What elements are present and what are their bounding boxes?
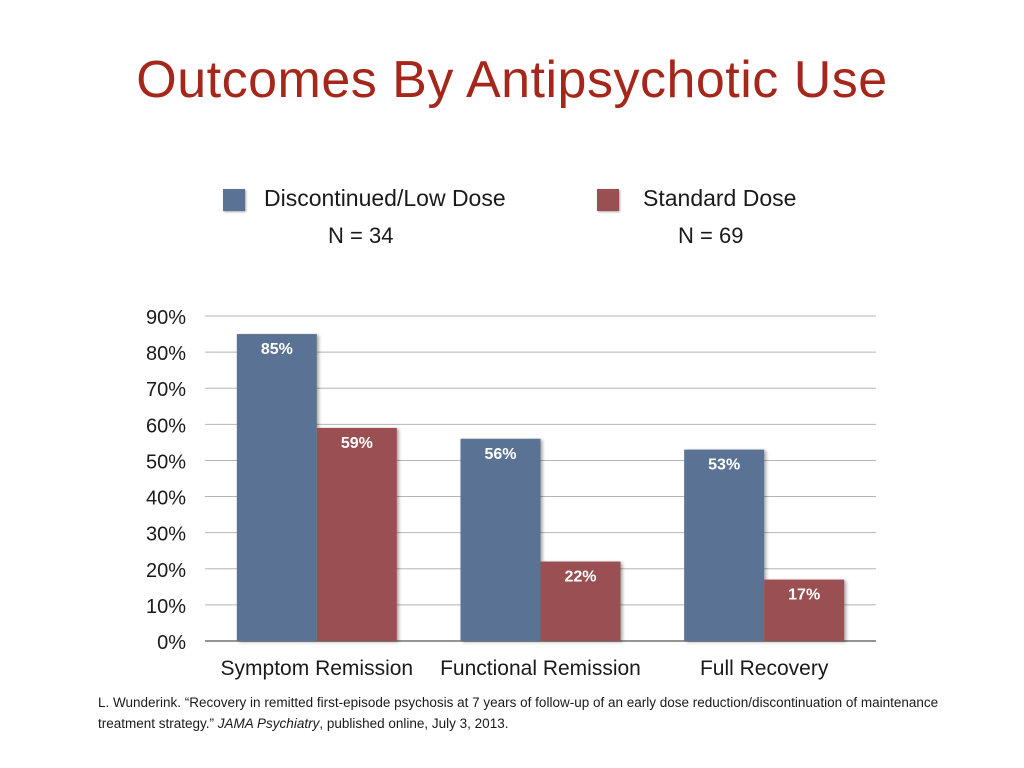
bar-discontinued-2 bbox=[684, 449, 765, 641]
x-category-label: Symptom Remission bbox=[221, 657, 414, 680]
bar-discontinued-0 bbox=[236, 334, 317, 641]
data-label: 59% bbox=[341, 435, 373, 452]
y-tick-label: 80% bbox=[146, 343, 186, 365]
y-tick-label: 50% bbox=[146, 451, 186, 473]
data-label: 53% bbox=[708, 457, 740, 474]
data-label: 17% bbox=[788, 587, 820, 604]
slide-title: Outcomes By Antipsychotic Use bbox=[136, 51, 888, 109]
x-category-label: Full Recovery bbox=[700, 657, 829, 680]
legend-label-discontinued: Discontinued/Low Dose bbox=[264, 185, 506, 211]
y-tick-label: 90% bbox=[146, 307, 186, 329]
data-label: 22% bbox=[564, 569, 596, 586]
y-tick-label: 30% bbox=[146, 524, 186, 546]
bar-chart: 0% 10% 20% 30% 40% 50% 60% 70% 80% 90% 85% 59% Sympt… bbox=[146, 307, 876, 680]
y-tick-label: 60% bbox=[146, 415, 186, 437]
y-tick-label: 0% bbox=[157, 632, 186, 654]
bar-standard-1 bbox=[540, 561, 621, 641]
data-label: 56% bbox=[484, 446, 516, 463]
citation-journal: JAMA Psychiatry bbox=[217, 716, 320, 731]
legend-swatch-standard bbox=[597, 189, 619, 211]
citation-text: L. Wunderink. “Recovery in remitted firs… bbox=[98, 695, 939, 731]
y-tick-label: 40% bbox=[146, 488, 186, 510]
citation-date: , published online, July 3, 2013. bbox=[319, 716, 509, 731]
y-tick-label: 70% bbox=[146, 379, 186, 401]
y-tick-label: 20% bbox=[146, 560, 186, 582]
x-category-label: Functional Remission bbox=[440, 657, 641, 680]
bar-discontinued-1 bbox=[460, 438, 541, 641]
chart-legend: Discontinued/Low Dose N = 34 Standard Do… bbox=[0, 185, 1024, 265]
legend-label-standard: Standard Dose bbox=[643, 185, 797, 211]
data-label: 85% bbox=[261, 341, 293, 358]
legend-n-standard: N = 69 bbox=[678, 223, 744, 248]
legend-swatch-discontinued bbox=[223, 189, 245, 211]
citation: L. Wunderink. “Recovery in remitted firs… bbox=[98, 692, 958, 734]
bar-standard-2 bbox=[764, 579, 845, 641]
bar-standard-0 bbox=[316, 427, 397, 641]
y-tick-label: 10% bbox=[146, 596, 186, 618]
legend-n-discontinued: N = 34 bbox=[328, 223, 394, 248]
